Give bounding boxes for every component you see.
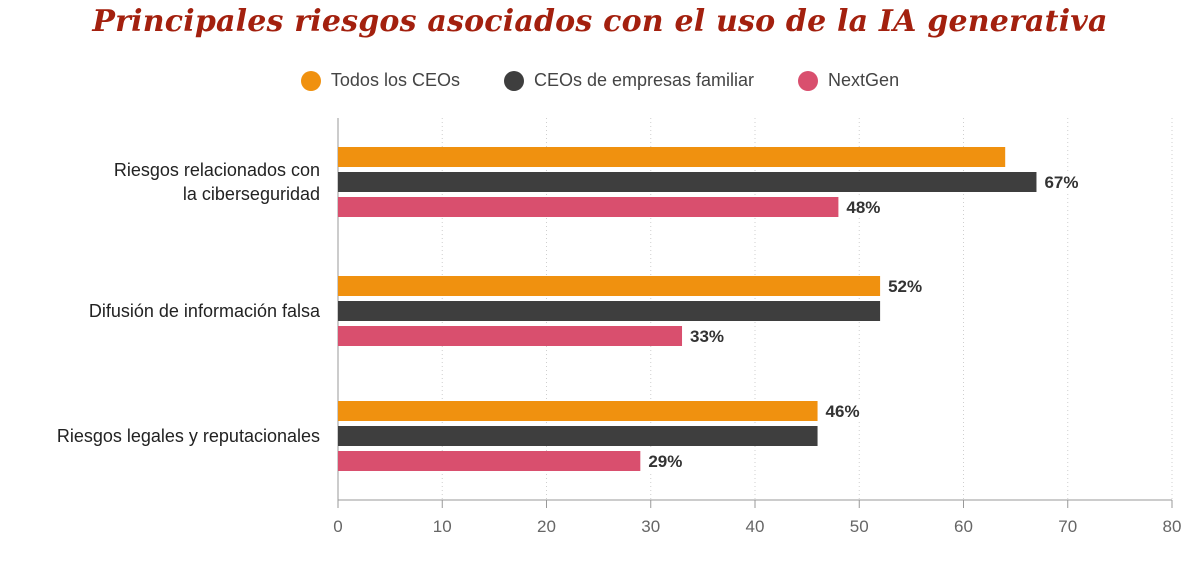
data-label: 29% [648,452,682,471]
bar [338,451,641,471]
bar [338,197,839,217]
data-label: 48% [846,198,880,217]
data-label-bg [842,196,895,218]
legend: Todos los CEOs CEOs de empresas familiar… [0,70,1200,91]
data-label-bg [821,400,874,422]
legend-item-todos-ceos: Todos los CEOs [300,70,460,91]
legend-swatch-todos-ceos [300,70,321,91]
data-label: 46% [826,402,860,421]
legend-swatch-ceos-familiar [503,70,524,91]
data-label: 52% [888,277,922,296]
x-tick-label: 40 [746,517,765,536]
data-label: 67% [1044,173,1078,192]
data-label-bg [686,325,739,347]
x-tick-label: 0 [333,517,342,536]
bar [338,276,881,296]
bar [338,401,818,421]
category-label: Riesgos relacionados con [114,160,320,180]
x-tick-label: 60 [954,517,973,536]
data-label-bg [884,275,937,297]
legend-item-ceos-familiar: CEOs de empresas familiar [503,70,755,91]
data-label-bg [1040,171,1093,193]
data-label: 33% [690,327,724,346]
bar [338,426,818,446]
x-tick-label: 20 [537,517,556,536]
category-label: la ciberseguridad [183,184,320,204]
legend-label-nextgen: NextGen [828,70,900,90]
bar [338,172,1037,192]
data-label-bg [644,450,697,472]
x-tick-label: 50 [850,517,869,536]
category-label: Riesgos legales y reputacionales [57,426,320,446]
legend-label-ceos-familiar: CEOs de empresas familiar [533,70,755,90]
legend-swatch-nextgen [798,70,819,91]
x-tick-label: 10 [433,517,452,536]
x-tick-label: 30 [641,517,660,536]
chart-title: Principales riesgos asociados con el uso… [92,4,1108,39]
x-tick-label: 70 [1058,517,1077,536]
legend-item-nextgen: NextGen [798,70,899,91]
bar [338,301,881,321]
bar [338,326,683,346]
x-tick-label: 80 [1163,517,1182,536]
bar [338,147,1006,167]
category-label: Difusión de información falsa [89,301,321,321]
legend-label-todos-ceos: Todos los CEOs [330,70,460,90]
